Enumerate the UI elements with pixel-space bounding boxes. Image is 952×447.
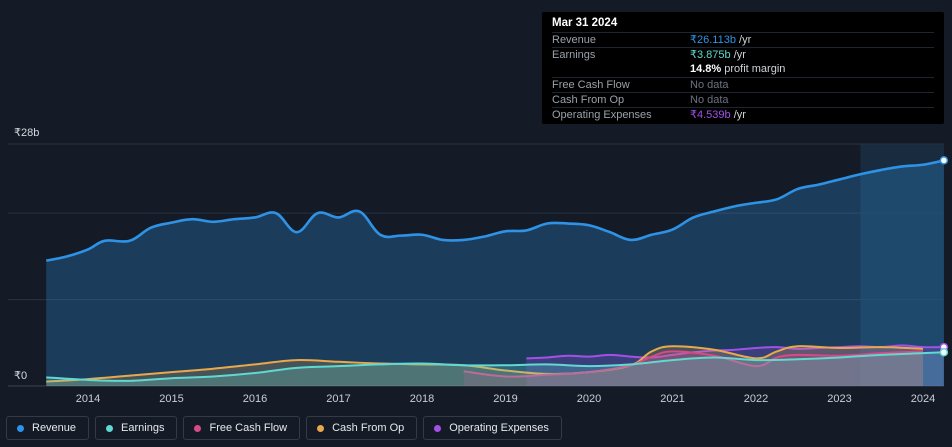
legend-label: Operating Expenses [449, 422, 549, 434]
x-tick-label: 2015 [159, 393, 183, 405]
series-area-earnings [46, 352, 944, 386]
series-area-free_cash_flow [463, 351, 923, 386]
legend-item-earnings[interactable]: Earnings [95, 416, 178, 440]
legend-item-cash-from-op[interactable]: Cash From Op [306, 416, 418, 440]
legend-dot-icon [434, 424, 442, 432]
series-area-cash_from_op [46, 346, 923, 386]
tooltip-row-label: Revenue [552, 34, 597, 46]
legend-dot-icon [106, 424, 114, 432]
tooltip-row: Free Cash Flow No data [552, 76, 934, 92]
tooltip-row-value: 14.8% profit margin [690, 63, 786, 76]
series-area-revenue [46, 160, 944, 386]
x-tick-label: 2024 [911, 393, 935, 405]
legend-dot-icon [317, 424, 325, 432]
tooltip-row-label: Earnings [552, 49, 596, 62]
legend-dot-icon [194, 424, 202, 432]
legend-label: Cash From Op [332, 422, 405, 434]
x-tick-label: 2017 [326, 393, 350, 405]
x-tick-label: 2020 [577, 393, 601, 405]
legend-label: Earnings [121, 422, 165, 434]
x-tick-label: 2023 [827, 393, 851, 405]
y-axis-top-label: ₹28b [14, 127, 39, 139]
tooltip-row: Operating Expenses ₹4.539b /yr [552, 106, 934, 122]
tooltip-row-value: ₹3.875b /yr [690, 49, 746, 62]
y-axis-zero-label: ₹0 [14, 370, 27, 382]
tooltip-row: Cash From Op No data [552, 91, 934, 107]
x-tick-label: 2016 [243, 393, 267, 405]
series-end-marker-revenue [939, 156, 949, 165]
tooltip-row: Revenue ₹26.113b /yr [552, 32, 934, 47]
legend: Revenue Earnings Free Cash Flow Cash From O… [6, 416, 562, 440]
tooltip-panel: Mar 31 2024 Revenue ₹26.113b /yr Earnings ₹… [542, 12, 944, 124]
legend-label: Free Cash Flow [209, 422, 288, 434]
x-tick-label: 2022 [744, 393, 768, 405]
tooltip-row-label: Free Cash Flow [552, 78, 630, 91]
tooltip-row-label [552, 62, 690, 76]
tooltip-row-value: No data [690, 78, 729, 91]
x-tick-label: 2018 [410, 393, 434, 405]
tooltip-row: 14.8% profit margin [552, 62, 934, 76]
x-tick-label: 2019 [493, 393, 517, 405]
legend-dot-icon [17, 424, 24, 432]
series-line-earnings [46, 351, 944, 382]
legend-item-revenue[interactable]: Revenue [6, 416, 90, 440]
tooltip-row-value: ₹26.113b /yr [690, 34, 752, 46]
series-line-revenue [45, 159, 945, 262]
series-line-free_cash_flow [463, 350, 924, 378]
series-line-cash_from_op [46, 345, 924, 383]
tooltip-date: Mar 31 2024 [552, 17, 618, 29]
tooltip-row-label: Operating Expenses [552, 108, 652, 121]
x-tick-label: 2014 [76, 393, 100, 405]
legend-label: Revenue [32, 422, 77, 434]
tooltip-row-label: Cash From Op [552, 93, 625, 106]
legend-item-free-cash-flow[interactable]: Free Cash Flow [183, 416, 301, 440]
series-end-marker-earnings [939, 348, 949, 357]
tooltip-row: Earnings ₹3.875b /yr [552, 47, 934, 62]
legend-item-operating-expenses[interactable]: Operating Expenses [423, 416, 562, 440]
tooltip-row-value: ₹4.539b /yr [690, 108, 746, 121]
tooltip-row-value: No data [690, 93, 729, 106]
x-tick-label: 2021 [660, 393, 684, 405]
